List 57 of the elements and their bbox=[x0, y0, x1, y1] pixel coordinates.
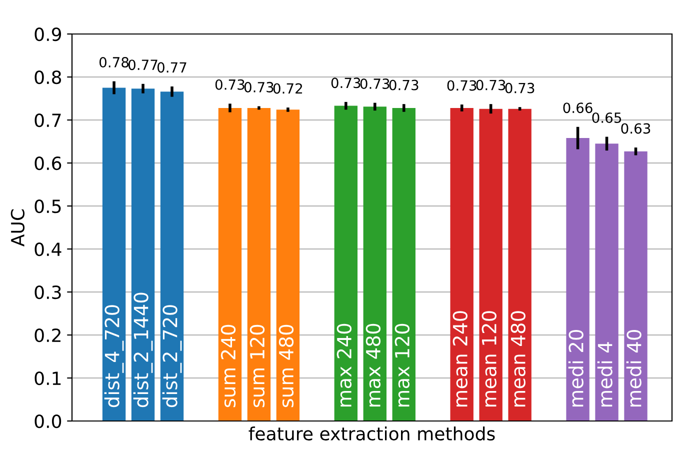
data-label: 0.73 bbox=[331, 78, 360, 88]
data-label: 0.73 bbox=[360, 78, 390, 89]
data-label: 0.73 bbox=[447, 80, 476, 91]
x-tick-label: max 240 bbox=[336, 324, 352, 406]
bar bbox=[218, 108, 242, 421]
y-tick-label: 0.2 bbox=[34, 328, 60, 342]
bar bbox=[508, 108, 532, 421]
bar bbox=[624, 151, 648, 421]
x-tick-label: dist_2_1440 bbox=[133, 292, 153, 408]
y-tick-label: 0.3 bbox=[34, 285, 61, 300]
bar bbox=[392, 108, 416, 421]
x-tick-label: dist_2_720 bbox=[162, 305, 182, 408]
data-label: 0.73 bbox=[476, 80, 506, 90]
bar bbox=[363, 106, 386, 421]
x-tick-label: max 120 bbox=[394, 324, 410, 406]
x-tick-label: mean 240 bbox=[452, 311, 468, 406]
x-tick-label: medi 40 bbox=[626, 330, 642, 406]
data-label: 0.77 bbox=[157, 62, 186, 73]
x-tick-label: sum 240 bbox=[220, 324, 236, 408]
x-axis-title: feature extraction methods bbox=[248, 426, 495, 441]
y-tick-label: 0.7 bbox=[34, 113, 61, 128]
data-label: 0.63 bbox=[621, 123, 650, 134]
y-axis-title: AUC bbox=[10, 209, 25, 246]
data-label: 0.73 bbox=[215, 79, 244, 90]
bar bbox=[276, 110, 300, 421]
data-label: 0.73 bbox=[244, 82, 274, 92]
y-tick-label: 0.5 bbox=[34, 199, 61, 214]
x-tick-label: dist_4_720 bbox=[104, 305, 124, 408]
data-label: 0.73 bbox=[505, 82, 534, 94]
y-tick-label: 0.8 bbox=[34, 70, 62, 84]
data-label: 0.73 bbox=[389, 80, 418, 90]
x-tick-label: sum 120 bbox=[250, 324, 265, 408]
y-tick-label: 0.4 bbox=[34, 242, 62, 256]
bar bbox=[102, 88, 126, 421]
data-label: 0.72 bbox=[273, 83, 302, 94]
x-tick-label: sum 480 bbox=[278, 324, 294, 408]
x-tick-label: mean 480 bbox=[510, 311, 526, 406]
data-label: 0.77 bbox=[128, 60, 158, 70]
data-label: 0.65 bbox=[592, 112, 622, 123]
bar bbox=[131, 88, 155, 421]
bar bbox=[566, 138, 590, 421]
bar bbox=[160, 92, 184, 421]
bar bbox=[247, 108, 271, 421]
x-tick-label: medi 4 bbox=[597, 342, 612, 406]
y-tick-label: 0.1 bbox=[34, 371, 61, 386]
y-tick-label: 0.0 bbox=[34, 414, 62, 428]
x-tick-label: max 480 bbox=[366, 324, 381, 406]
x-tick-label: medi 20 bbox=[568, 330, 584, 406]
data-label: 0.78 bbox=[99, 56, 129, 68]
bar bbox=[595, 144, 618, 421]
y-tick-label: 0.9 bbox=[34, 27, 62, 42]
bar bbox=[479, 108, 502, 421]
x-tick-label: mean 120 bbox=[482, 311, 496, 406]
y-tick-label: 0.6 bbox=[34, 156, 62, 170]
bar bbox=[334, 106, 358, 421]
bar bbox=[450, 108, 474, 421]
data-label: 0.66 bbox=[563, 102, 592, 114]
